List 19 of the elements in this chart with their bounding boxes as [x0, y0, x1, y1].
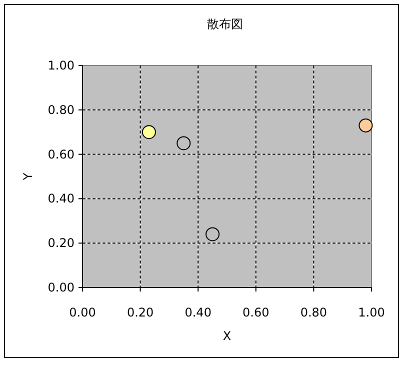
- y-tick-label: 0.40: [48, 192, 74, 206]
- point: [358, 118, 373, 132]
- y-tick-label: 0.00: [48, 280, 74, 294]
- x-tick-label: 0.20: [126, 306, 154, 320]
- x-tick-label: 0.60: [242, 306, 270, 320]
- point: [206, 227, 220, 242]
- x-tick-label: 0.00: [69, 306, 96, 320]
- chart-title: 散布図: [207, 17, 243, 31]
- y-tick-label: 0.80: [48, 102, 74, 117]
- x-axis-title: X: [222, 329, 232, 343]
- y-tick-label: 0.20: [48, 236, 74, 250]
- x-tick-label: 1.00: [358, 306, 385, 320]
- y-axis-title: Y: [21, 172, 35, 182]
- point: [142, 125, 156, 140]
- x-tick-label: 0.80: [300, 306, 328, 320]
- y-tick-label: 0.60: [48, 147, 74, 162]
- x-tick-label: 0.40: [184, 306, 212, 320]
- point: [176, 136, 191, 150]
- y-tick-label: 1.00: [48, 58, 74, 72]
